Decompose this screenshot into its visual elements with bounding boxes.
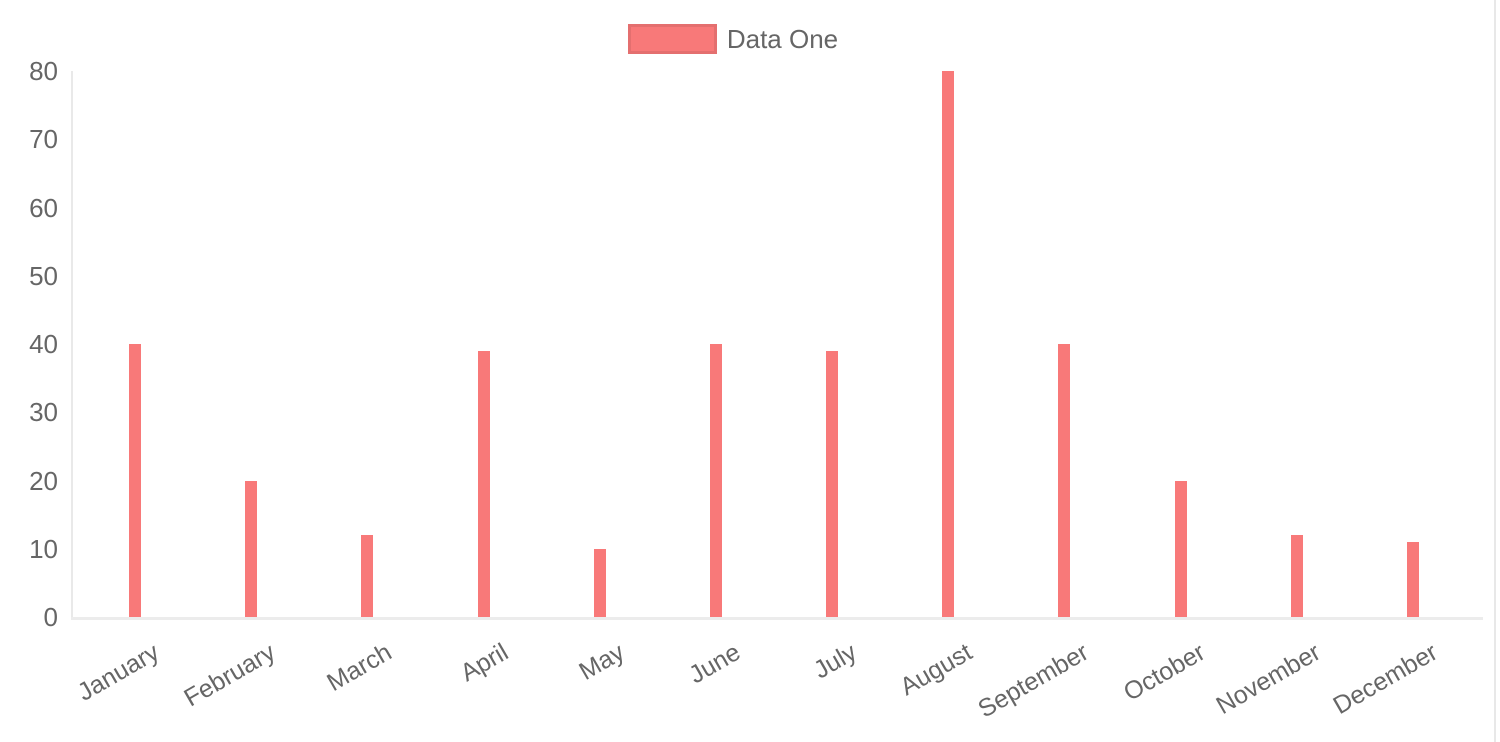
legend: Data One (0, 24, 1500, 54)
x-axis-label-august: August (895, 638, 978, 702)
x-axis-label-september: September (973, 638, 1094, 724)
legend-color-box (627, 24, 717, 54)
bar-december[interactable] (1406, 541, 1419, 617)
y-axis-tick-30: 30 (29, 397, 58, 428)
bar-october[interactable] (1174, 480, 1187, 617)
x-axis-label-may: May (573, 638, 629, 686)
legend-item-data-one[interactable]: Data One (627, 24, 839, 54)
x-axis-label-february: February (179, 638, 281, 713)
x-axis-label-april: April (455, 638, 513, 688)
y-axis-tick-60: 60 (29, 192, 58, 223)
x-axis-label-july: July (808, 638, 862, 685)
x-axis-label-october: October (1118, 638, 1210, 707)
right-page-border (1494, 0, 1496, 742)
y-axis-tick-20: 20 (29, 465, 58, 496)
bar-july[interactable] (826, 350, 839, 617)
y-axis-tick-80: 80 (29, 56, 58, 86)
bar-september[interactable] (1058, 344, 1071, 617)
x-axis-line (71, 617, 1483, 620)
y-axis-tick-70: 70 (29, 124, 58, 155)
bar-february[interactable] (245, 480, 258, 617)
x-axis-label-june: June (683, 638, 745, 690)
y-axis-tick-40: 40 (29, 329, 58, 359)
x-axis-label-december: December (1328, 638, 1442, 720)
y-axis-tick-10: 10 (29, 533, 58, 564)
legend-label: Data One (726, 24, 839, 54)
bar-april[interactable] (477, 350, 490, 617)
bar-november[interactable] (1290, 535, 1303, 617)
bar-june[interactable] (709, 344, 722, 617)
x-axis-label-march: March (322, 638, 397, 697)
bar-may[interactable] (593, 548, 606, 617)
y-axis-line (71, 71, 73, 617)
bar-august[interactable] (942, 71, 955, 617)
bar-january[interactable] (129, 344, 142, 617)
x-axis-label-january: January (73, 638, 165, 707)
y-axis-tick-50: 50 (29, 260, 58, 291)
y-axis-tick-0: 0 (43, 602, 58, 632)
x-axis-label-november: November (1211, 638, 1326, 720)
bar-march[interactable] (361, 535, 374, 617)
